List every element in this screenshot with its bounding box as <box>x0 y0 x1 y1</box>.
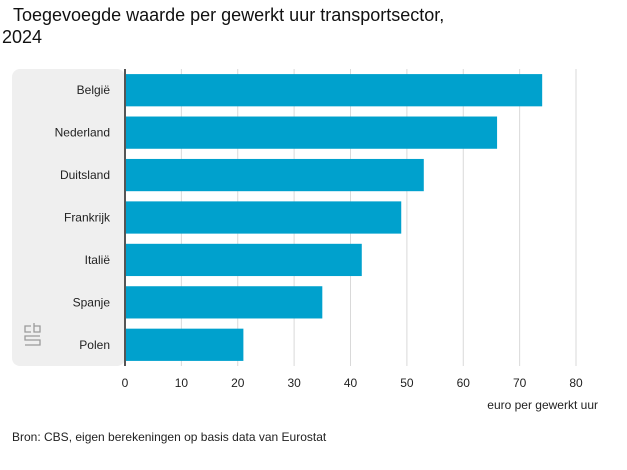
bar <box>125 243 362 277</box>
category-label: Polen <box>79 338 110 352</box>
x-tick-labels: 0 10 20 30 40 50 60 70 80 <box>122 376 583 390</box>
x-tick-label: 10 <box>175 376 189 390</box>
x-tick-label: 0 <box>122 376 129 390</box>
bar <box>125 286 323 319</box>
chart-title-line-2: 2024 <box>2 27 43 47</box>
category-labels: België Nederland Duitsland Frankrijk Italië S… <box>55 83 111 352</box>
x-tick-label: 30 <box>287 376 301 390</box>
bars <box>125 74 543 361</box>
bar <box>125 328 244 361</box>
x-tick-label: 80 <box>569 376 583 390</box>
x-tick-label: 50 <box>400 376 414 390</box>
x-axis-label: euro per gewerkt uur <box>487 398 598 412</box>
category-panel <box>12 69 125 366</box>
category-label: Spanje <box>73 295 111 309</box>
category-label: Italië <box>85 253 111 267</box>
bar <box>125 201 402 234</box>
chart-title: Toegevoegde waarde per gewerkt uur trans… <box>2 4 444 48</box>
bar <box>125 116 498 149</box>
category-label: Frankrijk <box>64 211 111 225</box>
x-tick-label: 20 <box>231 376 245 390</box>
source-note: Bron: CBS, eigen berekeningen op basis d… <box>12 430 327 444</box>
bar <box>125 158 424 192</box>
category-label: Nederland <box>55 126 110 140</box>
x-tick-label: 40 <box>344 376 358 390</box>
x-tick-label: 70 <box>513 376 527 390</box>
cbs-logo-icon <box>24 323 41 346</box>
category-label: Duitsland <box>60 168 110 182</box>
category-label: België <box>77 83 111 97</box>
chart-title-line-1: Toegevoegde waarde per gewerkt uur trans… <box>13 5 445 25</box>
bar <box>125 74 543 107</box>
x-tick-label: 60 <box>457 376 471 390</box>
